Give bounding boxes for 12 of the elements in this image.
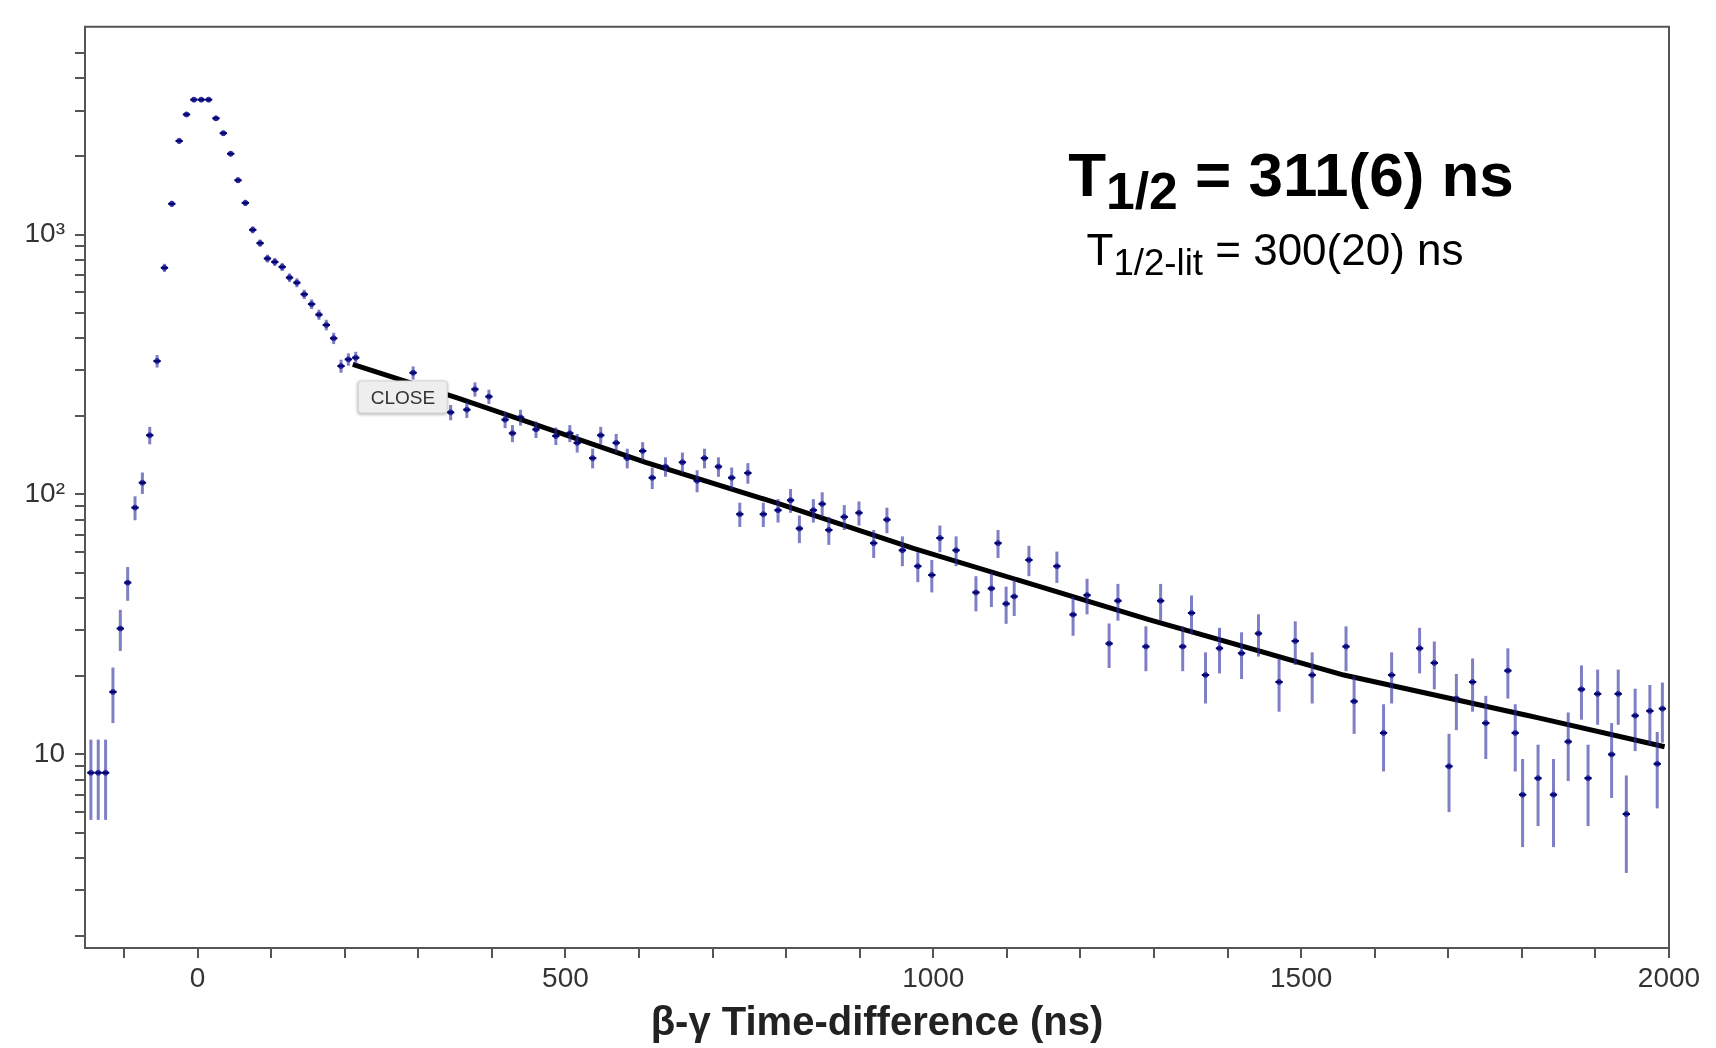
annotation: CLOSE xyxy=(357,380,449,414)
x-tick-label: 2000 xyxy=(1637,961,1701,993)
x-tick-label: 500 xyxy=(542,961,589,993)
x-tick-label: 1000 xyxy=(902,961,965,993)
x-tick-label: 1500 xyxy=(1269,961,1333,993)
x-tick-label: 0 xyxy=(189,961,206,993)
x-axis-title: β-γ Time-difference (ns) xyxy=(650,999,1104,1044)
y-tick-label: 10² xyxy=(24,477,65,509)
y-tick-label: 10³ xyxy=(24,217,65,249)
annotation: T$_{1/2-lit}$ = 300(20) ns xyxy=(1086,225,1464,284)
y-tick-label: 10 xyxy=(33,737,65,769)
annotation: T$_{1/2}$ = 311(6) ns xyxy=(1068,139,1514,221)
